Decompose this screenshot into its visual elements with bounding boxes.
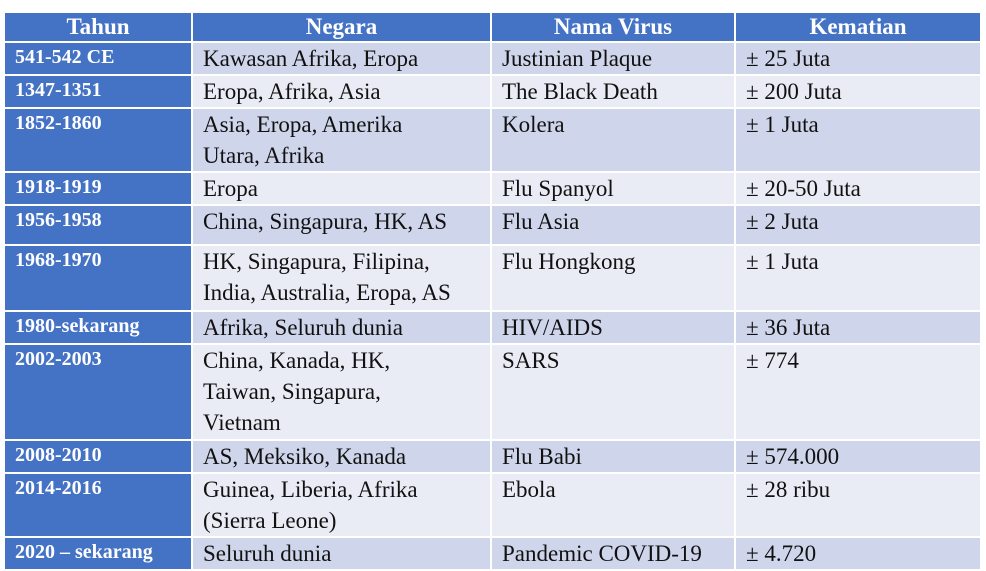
year-cell: 1918-1919 xyxy=(3,171,193,206)
year-cell: 2014-2016 xyxy=(3,472,193,538)
deaths-cell: ± 20-50 Juta xyxy=(734,171,982,206)
country-line: Kawasan Afrika, Eropa xyxy=(203,46,419,71)
deaths-cell: ± 200 Juta xyxy=(734,74,982,109)
country-line: Guinea, Liberia, Afrika xyxy=(203,477,418,502)
country-line: AS, Meksiko, Kanada xyxy=(203,444,407,469)
country-cell: AS, Meksiko, Kanada xyxy=(191,439,492,474)
deaths-cell: ± 1 Juta xyxy=(734,244,982,312)
year-cell: 2002-2003 xyxy=(3,343,193,441)
header-row: Tahun Negara Nama Virus Kematian xyxy=(3,11,982,43)
pandemic-history-table: Tahun Negara Nama Virus Kematian 541-542… xyxy=(3,11,982,571)
year-cell: 2020 – sekarang xyxy=(3,536,193,571)
country-line: Afrika, Seluruh dunia xyxy=(203,315,403,340)
virus-name-cell: Pandemic COVID-19 xyxy=(490,536,736,571)
virus-name-cell: Kolera xyxy=(490,107,736,173)
country-line: (Sierra Leone) xyxy=(203,508,337,533)
table-header: Tahun Negara Nama Virus Kematian xyxy=(3,11,982,43)
table-row: 1980-sekarang Afrika, Seluruh dunia HIV/AI… xyxy=(3,310,982,345)
year-cell: 1852-1860 xyxy=(3,107,193,173)
country-cell: Guinea, Liberia, Afrika (Sierra Leone) xyxy=(191,472,492,538)
year-cell: 2008-2010 xyxy=(3,439,193,474)
table-row: 2008-2010 AS, Meksiko, Kanada Flu Babi ± 57… xyxy=(3,439,982,474)
header-virus-name: Nama Virus xyxy=(490,11,736,43)
table-row: 1918-1919 Eropa Flu Spanyol ± 20-50 Juta xyxy=(3,171,982,206)
country-cell: Afrika, Seluruh dunia xyxy=(191,310,492,345)
country-line: China, Singapura, HK, AS xyxy=(203,209,448,234)
country-cell: Asia, Eropa, Amerika Utara, Afrika xyxy=(191,107,492,173)
country-cell: China, Kanada, HK, Taiwan, Singapura, Viet… xyxy=(191,343,492,441)
deaths-cell: ± 574.000 xyxy=(734,439,982,474)
table-body: 541-542 CE Kawasan Afrika, Eropa Justinian… xyxy=(3,41,982,571)
country-line: Seluruh dunia xyxy=(203,541,332,566)
virus-name-cell: Flu Babi xyxy=(490,439,736,474)
virus-name-cell: Justinian Plaque xyxy=(490,41,736,76)
table-row: 2002-2003 China, Kanada, HK, Taiwan, Singa… xyxy=(3,343,982,441)
deaths-cell: ± 1 Juta xyxy=(734,107,982,173)
country-cell: HK, Singapura, Filipina, India, Australia… xyxy=(191,244,492,312)
year-cell: 1980-sekarang xyxy=(3,310,193,345)
year-cell: 1347-1351 xyxy=(3,74,193,109)
year-cell: 1956-1958 xyxy=(3,204,193,246)
virus-name-cell: Flu Spanyol xyxy=(490,171,736,206)
country-line: China, Kanada, HK, xyxy=(203,348,391,373)
country-line: Eropa, Afrika, Asia xyxy=(203,79,381,104)
deaths-cell: ± 4.720 xyxy=(734,536,982,571)
header-country: Negara xyxy=(191,11,492,43)
country-line: Asia, Eropa, Amerika xyxy=(203,112,403,137)
deaths-cell: ± 36 Juta xyxy=(734,310,982,345)
country-line: Taiwan, Singapura, xyxy=(203,379,381,404)
header-deaths: Kematian xyxy=(734,11,982,43)
virus-name-cell: The Black Death xyxy=(490,74,736,109)
country-cell: Eropa xyxy=(191,171,492,206)
virus-name-cell: Flu Hongkong xyxy=(490,244,736,312)
pandemic-history-table-container: Tahun Negara Nama Virus Kematian 541-542… xyxy=(3,11,982,571)
table-row: 1347-1351 Eropa, Afrika, Asia The Black De… xyxy=(3,74,982,109)
header-year: Tahun xyxy=(3,11,193,43)
deaths-cell: ± 28 ribu xyxy=(734,472,982,538)
country-line: India, Australia, Eropa, AS xyxy=(203,280,451,305)
country-cell: China, Singapura, HK, AS xyxy=(191,204,492,246)
deaths-cell: ± 774 xyxy=(734,343,982,441)
year-cell: 541-542 CE xyxy=(3,41,193,76)
country-cell: Seluruh dunia xyxy=(191,536,492,571)
deaths-cell: ± 25 Juta xyxy=(734,41,982,76)
country-cell: Eropa, Afrika, Asia xyxy=(191,74,492,109)
table-row: 1968-1970 HK, Singapura, Filipina, India, … xyxy=(3,244,982,312)
table-row: 2020 – sekarang Seluruh dunia Pandemic COV… xyxy=(3,536,982,571)
table-row: 1852-1860 Asia, Eropa, Amerika Utara, Afri… xyxy=(3,107,982,173)
country-line: Eropa xyxy=(203,176,258,201)
country-line: HK, Singapura, Filipina, xyxy=(203,249,430,274)
virus-name-cell: Flu Asia xyxy=(490,204,736,246)
table-row: 541-542 CE Kawasan Afrika, Eropa Justinian… xyxy=(3,41,982,76)
virus-name-cell: Ebola xyxy=(490,472,736,538)
virus-name-cell: HIV/AIDS xyxy=(490,310,736,345)
country-cell: Kawasan Afrika, Eropa xyxy=(191,41,492,76)
country-line: Utara, Afrika xyxy=(203,143,325,168)
country-line: Vietnam xyxy=(203,410,281,435)
year-cell: 1968-1970 xyxy=(3,244,193,312)
deaths-cell: ± 2 Juta xyxy=(734,204,982,246)
table-row: 1956-1958 China, Singapura, HK, AS Flu Asi… xyxy=(3,204,982,246)
table-row: 2014-2016 Guinea, Liberia, Afrika (Sierra … xyxy=(3,472,982,538)
virus-name-cell: SARS xyxy=(490,343,736,441)
